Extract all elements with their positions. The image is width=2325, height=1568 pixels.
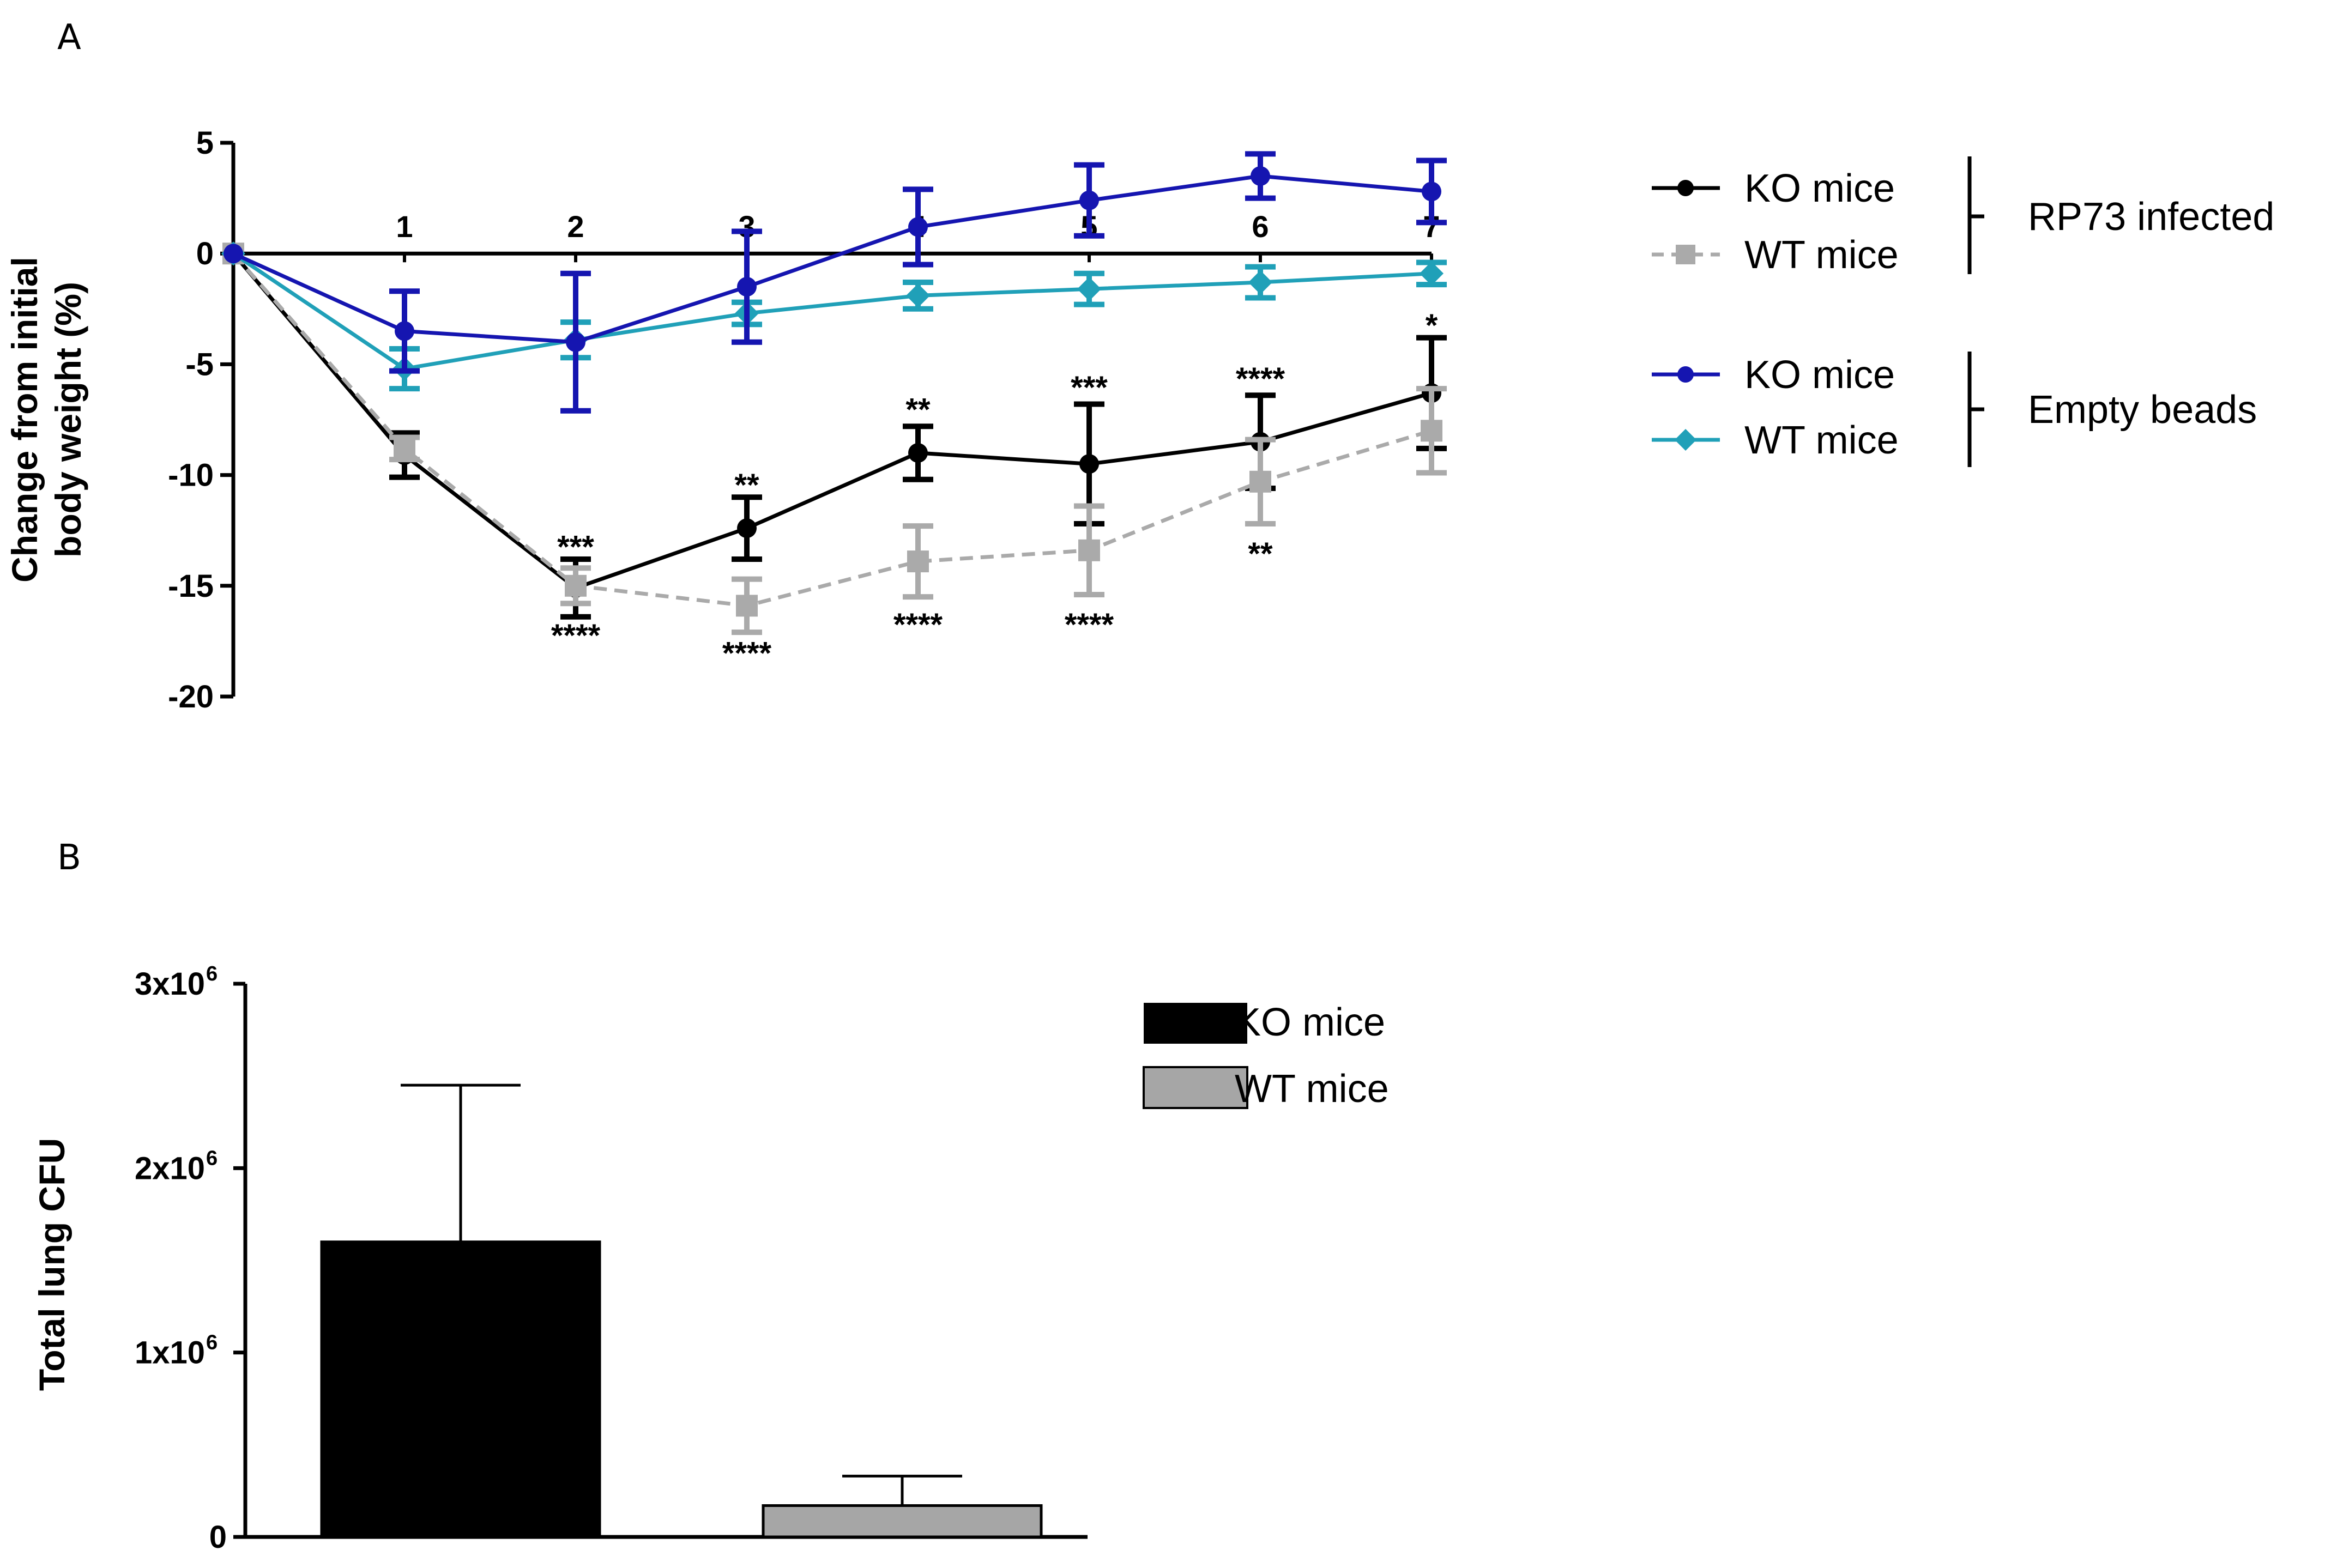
significance-label: ** xyxy=(1248,536,1273,572)
significance-label: * xyxy=(1426,308,1438,343)
legend-item-wt-rp73: WT mice xyxy=(1652,233,1899,277)
panel-b-letter: B xyxy=(57,838,81,878)
panel-a-letter: A xyxy=(57,17,81,58)
panel-a-y-tick-label: -10 xyxy=(168,458,214,493)
series-line xyxy=(232,252,1432,608)
data-point xyxy=(395,321,414,341)
panel-a-y-tick-label: -20 xyxy=(168,679,214,715)
data-point xyxy=(565,574,587,597)
data-point xyxy=(737,518,757,538)
panel-b-bars xyxy=(320,1083,1043,1539)
panel-a-y-axis: 5 0 -5 -10 -15 -20 xyxy=(168,125,235,715)
legend-wt-rp73-label: WT mice xyxy=(1744,233,1899,277)
legend-item-ko-bar: KO mice xyxy=(1144,1001,1385,1044)
panel-b-y-tick-label: 1x10 xyxy=(135,1335,205,1371)
legend-bracket-empty xyxy=(1967,352,1984,467)
data-point xyxy=(1251,166,1270,186)
panel-b-y-tick-label: 0 xyxy=(209,1519,227,1555)
panel-a-x-tick-label: 1 xyxy=(396,209,413,244)
panel-b-y-title: Total lung CFU xyxy=(32,1138,72,1391)
panel-a-ylabel-line-1: Change from initial xyxy=(4,257,45,583)
data-point xyxy=(737,277,757,297)
data-point xyxy=(224,244,243,264)
panel-b-legend: KO mice WT mice xyxy=(1143,1001,1389,1111)
data-point xyxy=(907,550,929,573)
significance-label: **** xyxy=(551,618,601,653)
data-point xyxy=(1078,539,1100,561)
panel-a-y-tick-label: 5 xyxy=(196,125,214,161)
panel-b-y-tick-exponent: 6 xyxy=(206,962,218,985)
significance-label: **** xyxy=(893,607,943,643)
panel-a-x-tick-label: 2 xyxy=(567,209,584,244)
legend-wt-empty-label: WT mice xyxy=(1744,419,1899,462)
significance-label: **** xyxy=(1065,607,1114,643)
legend-ko-rp73-label: KO mice xyxy=(1744,167,1895,210)
data-point xyxy=(1079,454,1099,474)
bar-wt-mice xyxy=(762,1504,1043,1539)
legend-ko-empty-label: KO mice xyxy=(1744,353,1895,397)
data-point xyxy=(736,595,758,617)
panel-a-y-tick-label: 0 xyxy=(196,236,214,271)
data-point xyxy=(1077,277,1101,301)
legend-item-wt-empty: WT mice xyxy=(1652,419,1899,462)
panel-a-significance: ********************************* xyxy=(551,308,1438,671)
legend-item-wt-bar: WT mice xyxy=(1143,1066,1389,1111)
data-point xyxy=(906,283,930,308)
significance-label: ** xyxy=(905,392,931,428)
series-line xyxy=(232,174,1432,344)
panel-b-ylabel: Total lung CFU xyxy=(32,1138,72,1391)
data-point xyxy=(1079,190,1099,210)
legend-wt-bar-label: WT mice xyxy=(1235,1067,1389,1111)
panel-a-x-tick-label: 6 xyxy=(1252,209,1269,244)
series-line xyxy=(232,252,1432,371)
bar-ko-mice xyxy=(320,1240,601,1539)
data-point xyxy=(394,437,415,459)
panel-a: A Change from initial body weight (%) 5 0… xyxy=(4,17,2274,715)
significance-label: **** xyxy=(1236,361,1285,397)
data-point xyxy=(1420,261,1444,286)
data-point xyxy=(1421,420,1442,442)
panel-a-y-tick-label: -15 xyxy=(168,568,214,604)
significance-label: **** xyxy=(722,636,772,671)
legend-item-ko-empty: KO mice xyxy=(1652,353,1895,397)
legend-item-ko-rp73: KO mice xyxy=(1652,167,1895,210)
data-point xyxy=(1422,181,1441,202)
series-ko-mice-empty-beads xyxy=(224,151,1447,414)
panel-a-y-title: Change from initial body weight (%) xyxy=(4,257,88,583)
panel-a-ylabel-line-2: body weight (%) xyxy=(48,282,88,558)
data-point xyxy=(566,332,585,352)
panel-b-y-tick-label: 3x10 xyxy=(135,966,205,1002)
panel-b-y-tick-exponent: 6 xyxy=(206,1147,218,1170)
legend-bracket-rp73 xyxy=(1967,156,1984,274)
panel-b-y-tick-exponent: 6 xyxy=(206,1331,218,1354)
legend-group-rp73: RP73 infected xyxy=(2028,195,2274,239)
data-point xyxy=(908,443,928,463)
series-line xyxy=(232,252,1432,590)
data-point xyxy=(1249,470,1271,493)
series-wt-mice-rp73-infected xyxy=(222,243,1447,635)
panel-b-y-tick-label: 2x10 xyxy=(135,1151,205,1186)
significance-label: *** xyxy=(1071,370,1108,405)
legend-ko-bar-label: KO mice xyxy=(1235,1001,1385,1044)
data-point xyxy=(1248,270,1272,295)
panel-a-legend: KO mice WT mice RP73 infected KO mice WT… xyxy=(1652,156,2274,467)
panel-a-series xyxy=(221,151,1447,635)
significance-label: *** xyxy=(557,530,594,565)
legend-group-empty: Empty beads xyxy=(2028,388,2257,432)
panel-a-y-tick-label: -5 xyxy=(185,347,214,382)
significance-label: ** xyxy=(734,468,759,503)
data-point xyxy=(908,217,928,237)
